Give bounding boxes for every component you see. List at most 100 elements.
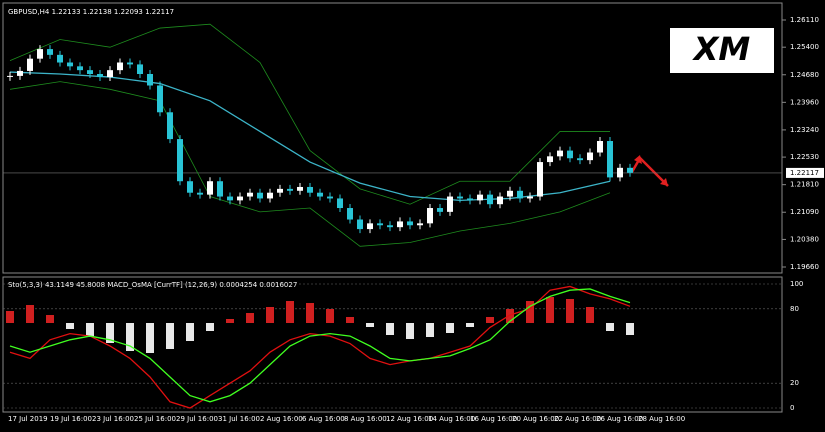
osma-bar bbox=[506, 309, 514, 323]
osma-bar bbox=[246, 313, 254, 323]
candle bbox=[57, 54, 63, 63]
candle bbox=[287, 188, 293, 191]
osma-bar bbox=[386, 323, 394, 335]
osma-bar bbox=[166, 323, 174, 349]
date-label: 16 Aug 16:00 bbox=[470, 415, 517, 423]
date-label: 22 Aug 16:00 bbox=[554, 415, 601, 423]
logo-box bbox=[670, 28, 774, 73]
osma-bar bbox=[446, 323, 454, 333]
candle bbox=[67, 62, 73, 67]
osma-bar bbox=[6, 311, 14, 323]
candle bbox=[257, 192, 263, 199]
osma-bar bbox=[346, 317, 354, 323]
osma-bar bbox=[86, 323, 94, 337]
candle bbox=[457, 196, 463, 199]
candle bbox=[217, 181, 223, 197]
osma-bar bbox=[26, 305, 34, 323]
candle bbox=[227, 196, 233, 201]
signal-line bbox=[9, 285, 631, 409]
candle bbox=[27, 58, 33, 71]
candle bbox=[157, 85, 163, 113]
osma-bar bbox=[406, 323, 414, 339]
osma-bar bbox=[486, 317, 494, 323]
symbol-header: GBPUSD,H4 1.22133 1.22138 1.22093 1.2211… bbox=[8, 8, 174, 16]
candle bbox=[477, 194, 483, 201]
date-label: 8 Aug 16:00 bbox=[344, 415, 387, 423]
candle bbox=[397, 221, 403, 228]
date-label: 19 Jul 16:00 bbox=[50, 415, 92, 423]
candle bbox=[467, 198, 473, 201]
osma-bar bbox=[146, 323, 154, 353]
indicator-header: Sto(5,3,3) 43.1149 45.8008 MACD_OsMA [Cu… bbox=[8, 281, 297, 289]
sub-tick-label: 20 bbox=[790, 379, 799, 387]
candle bbox=[517, 190, 523, 199]
sub-tick-label: 80 bbox=[790, 305, 799, 313]
y-tick-label: 1.19660 bbox=[790, 263, 819, 271]
candle bbox=[527, 196, 533, 199]
y-tick-label: 1.22530 bbox=[790, 153, 819, 161]
date-label: 28 Aug 16:00 bbox=[638, 415, 685, 423]
lower-band bbox=[9, 81, 611, 247]
date-label: 6 Aug 16:00 bbox=[302, 415, 345, 423]
candle bbox=[107, 70, 113, 78]
candle bbox=[187, 181, 193, 193]
candle bbox=[567, 150, 573, 159]
date-label: 20 Aug 16:00 bbox=[512, 415, 559, 423]
osma-bar bbox=[626, 323, 634, 335]
sub-tick-label: 0 bbox=[790, 404, 794, 412]
date-label: 12 Aug 16:00 bbox=[386, 415, 433, 423]
osma-bar bbox=[426, 323, 434, 337]
candle bbox=[137, 64, 143, 74]
candle bbox=[277, 188, 283, 193]
date-label: 25 Jul 16:00 bbox=[134, 415, 176, 423]
logo: XM bbox=[692, 30, 751, 68]
osma-bar bbox=[586, 307, 594, 323]
osma-bar bbox=[46, 315, 54, 323]
candle bbox=[77, 66, 83, 71]
sub-tick-label: 100 bbox=[790, 280, 803, 288]
candle bbox=[167, 112, 173, 140]
current-price-label: 1.22117 bbox=[790, 169, 819, 177]
osma-bar bbox=[186, 323, 194, 341]
date-label: 14 Aug 16:00 bbox=[428, 415, 475, 423]
candle bbox=[587, 152, 593, 161]
main-line bbox=[9, 288, 631, 403]
osma-bar bbox=[526, 301, 534, 323]
date-label: 2 Aug 16:00 bbox=[260, 415, 303, 423]
upper-band bbox=[9, 23, 610, 205]
osma-bar bbox=[366, 323, 374, 327]
candle bbox=[307, 186, 313, 193]
y-tick-label: 1.25400 bbox=[790, 43, 819, 51]
date-label: 23 Jul 16:00 bbox=[92, 415, 134, 423]
candle bbox=[127, 62, 133, 65]
osma-bar bbox=[266, 307, 274, 323]
osma-bar bbox=[206, 323, 214, 331]
candle bbox=[617, 167, 623, 178]
osma-bar bbox=[66, 323, 74, 329]
candle bbox=[37, 49, 43, 59]
candle bbox=[507, 190, 513, 197]
osma-bar bbox=[126, 323, 134, 351]
candle bbox=[387, 225, 393, 228]
osma-bar bbox=[106, 323, 114, 343]
candle bbox=[487, 194, 493, 205]
candle bbox=[417, 223, 423, 226]
y-tick-label: 1.23960 bbox=[790, 98, 819, 106]
candle bbox=[547, 156, 553, 163]
osma-bar bbox=[466, 323, 474, 327]
date-label: 17 Jul 2019 bbox=[8, 415, 48, 423]
y-tick-label: 1.21090 bbox=[790, 208, 819, 216]
date-label: 29 Jul 16:00 bbox=[176, 415, 218, 423]
candle bbox=[347, 208, 353, 220]
moving-average bbox=[9, 71, 611, 202]
y-tick-label: 1.21810 bbox=[790, 181, 819, 189]
candle bbox=[497, 196, 503, 205]
candle bbox=[247, 192, 253, 197]
osma-bar bbox=[306, 303, 314, 323]
candle bbox=[337, 198, 343, 209]
candle bbox=[97, 73, 103, 78]
main-frame bbox=[2, 2, 783, 274]
candle bbox=[327, 196, 333, 199]
candle bbox=[597, 141, 603, 153]
candle bbox=[537, 162, 543, 197]
